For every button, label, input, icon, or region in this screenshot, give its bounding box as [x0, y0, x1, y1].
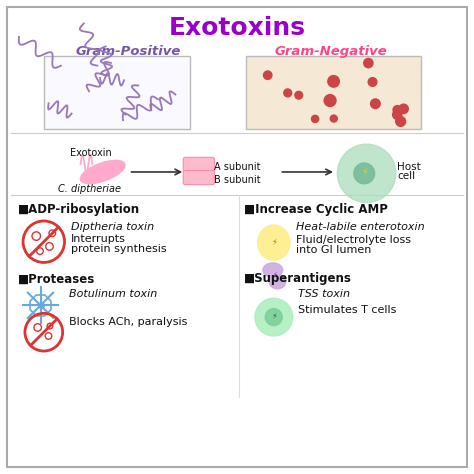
Text: Exotoxin: Exotoxin: [70, 148, 111, 158]
Text: B subunit: B subunit: [214, 175, 261, 185]
Text: Exotoxins: Exotoxins: [168, 17, 306, 40]
Ellipse shape: [81, 160, 125, 183]
Circle shape: [311, 115, 319, 122]
Text: ⚡: ⚡: [361, 167, 368, 177]
Ellipse shape: [269, 275, 286, 289]
Circle shape: [393, 106, 401, 114]
Text: Blocks ACh, paralysis: Blocks ACh, paralysis: [69, 317, 187, 327]
Text: Gram-Negative: Gram-Negative: [275, 45, 388, 58]
Ellipse shape: [263, 263, 283, 277]
Text: ⚡: ⚡: [272, 237, 278, 246]
Text: A subunit: A subunit: [214, 162, 261, 172]
Text: ■Proteases: ■Proteases: [18, 273, 95, 285]
FancyBboxPatch shape: [183, 157, 214, 172]
Text: Diptheria toxin: Diptheria toxin: [71, 222, 154, 232]
Text: ⚡: ⚡: [271, 312, 277, 321]
Text: ■ADP-ribosylation: ■ADP-ribosylation: [18, 203, 140, 216]
Text: cell: cell: [397, 171, 415, 181]
Text: Host: Host: [397, 162, 421, 172]
Circle shape: [330, 115, 337, 122]
Text: Stimulates T cells: Stimulates T cells: [298, 305, 397, 315]
Text: protein synthesis: protein synthesis: [71, 244, 167, 254]
Circle shape: [371, 99, 380, 109]
Circle shape: [392, 110, 402, 119]
Text: Interrupts: Interrupts: [71, 234, 126, 244]
Circle shape: [324, 95, 336, 107]
Circle shape: [396, 117, 406, 127]
Circle shape: [265, 309, 282, 326]
Text: ■Increase Cyclic AMP: ■Increase Cyclic AMP: [244, 203, 388, 216]
Text: C. diptheriae: C. diptheriae: [58, 184, 121, 194]
Circle shape: [364, 58, 373, 68]
Circle shape: [354, 163, 374, 184]
Text: ⚡: ⚡: [273, 272, 278, 278]
FancyBboxPatch shape: [44, 55, 190, 128]
Text: ■Superantigens: ■Superantigens: [244, 273, 352, 285]
Text: Heat-labile enterotoxin: Heat-labile enterotoxin: [296, 222, 425, 232]
Circle shape: [368, 78, 377, 86]
Text: into GI lumen: into GI lumen: [296, 245, 371, 255]
Circle shape: [328, 75, 339, 87]
Circle shape: [337, 144, 396, 202]
Circle shape: [264, 71, 272, 80]
Text: Fluid/electrolyte loss: Fluid/electrolyte loss: [296, 235, 411, 245]
Circle shape: [399, 104, 408, 114]
Text: Botulinum toxin: Botulinum toxin: [69, 289, 157, 299]
Text: TSS toxin: TSS toxin: [298, 289, 350, 299]
Circle shape: [295, 91, 302, 99]
Circle shape: [255, 298, 292, 336]
FancyBboxPatch shape: [183, 171, 214, 185]
FancyBboxPatch shape: [246, 55, 421, 128]
Circle shape: [284, 89, 292, 97]
Ellipse shape: [258, 225, 290, 260]
Text: Gram-Positive: Gram-Positive: [76, 45, 182, 58]
